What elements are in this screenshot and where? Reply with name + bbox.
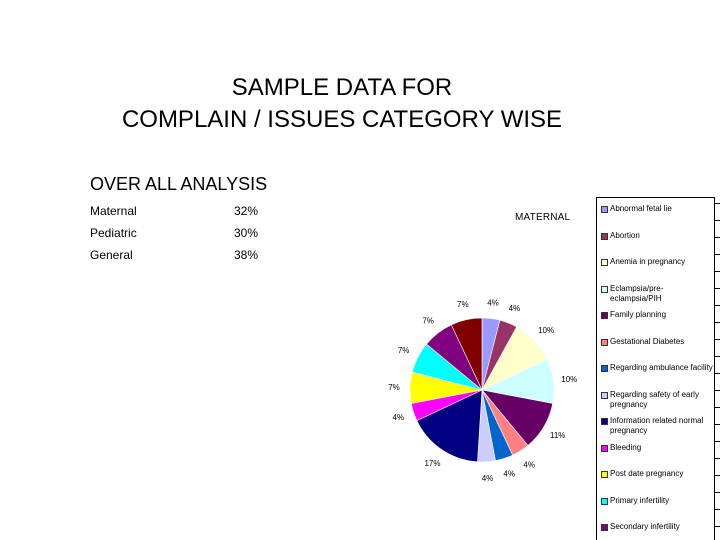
legend-swatch [601,259,608,266]
ruler-tick [715,458,720,459]
analysis-percent: 30% [234,226,259,240]
legend-swatch [601,497,608,505]
analysis-category: General [90,248,133,262]
analysis-heading: OVER ALL ANALYSIS [90,174,268,194]
pie-data-label: 7% [388,383,400,392]
pie-data-label: 4% [503,470,515,479]
legend-label: Secondary infertility [610,522,680,531]
analysis-percent: 32% [234,204,259,218]
legend-swatch [601,285,608,293]
legend-swatch [601,471,608,478]
slide-title-line-2: COMPLAIN / ISSUES CATEGORY WISE [121,106,563,133]
ruler-tick [715,356,720,357]
pie-data-label: 4% [523,460,535,469]
ruler-tick [715,254,720,255]
pie-data-label: 10% [561,375,577,384]
legend-label: Bleeding [610,442,642,452]
legend-swatch [601,418,608,425]
ruler-tick [715,441,720,442]
legend-swatch [601,524,608,531]
chart-title: MATERNAL [515,212,571,223]
ruler-tick [715,220,720,221]
ruler-tick [715,390,720,391]
legend-label: Family planning [610,310,667,319]
slide-title: SAMPLE DATA FOR COMPLAIN / ISSUES CATEGO… [0,72,684,136]
pie-slice [416,389,483,463]
slide-title-line-1: SAMPLE DATA FOR [231,74,453,101]
pie-data-label: 4% [487,299,499,308]
legend-swatch [601,232,608,240]
pie-slice [450,317,483,391]
legend-swatch [601,391,608,399]
ruler-tick [715,407,720,408]
analysis-category: Maternal [90,204,137,218]
pie-data-label: 10% [538,326,554,335]
legend-label: Anemia in pregnancy [610,257,686,266]
pie-data-label: 7% [457,300,469,309]
ruler-tick [715,475,720,476]
pie-chart: 4% 4% 10% 10% 11% 4% 4% 4% 17% 4% 7% 7% 7% 7% [388,299,577,483]
slide-edge-ruler [714,197,720,540]
legend-swatch [601,365,608,372]
legend-swatch [601,206,608,213]
legend-swatch [601,312,608,319]
pie-data-label: 4% [393,413,405,422]
pie-data-label: 4% [482,474,494,483]
pie-data-label: 11% [550,431,565,440]
ruler-tick [715,373,720,374]
ruler-tick [715,203,720,204]
legend-label: Information related normal pregnancy [610,416,704,435]
analysis-category: Pediatric [90,226,137,240]
legend-label: Abnormal fetal lie [610,204,672,213]
ruler-tick [715,271,720,272]
ruler-tick [715,492,720,493]
pie-data-label: 17% [424,459,440,468]
ruler-tick [715,237,720,238]
legend-label: Abortion [610,230,640,240]
pie-data-label: 7% [422,317,434,326]
pie-data-label: 4% [509,304,521,313]
legend-label: Eclampsia/pre-eclampsia/PIH [610,283,664,303]
pie-data-label: 7% [398,346,410,355]
legend-swatch [601,444,608,452]
legend-swatch [601,338,608,346]
analysis-percent: 38% [234,248,259,262]
chart-legend: Abnormal fetal lie Abortion Anemia in preg… [596,197,714,540]
ruler-tick [715,305,720,306]
ruler-tick [715,288,720,289]
legend-label: Primary infertility [610,495,670,505]
legend-label: Regarding safety of early pregnancy [610,389,699,409]
ruler-tick [715,424,720,425]
legend-label: Regarding ambulance facility [610,363,713,372]
ruler-tick [715,509,720,510]
ruler-tick [715,339,720,340]
legend-label: Gestational Diabetes [610,336,685,346]
legend-label: Post date pregnancy [610,469,684,478]
ruler-tick [715,322,720,323]
ruler-tick [715,526,720,527]
